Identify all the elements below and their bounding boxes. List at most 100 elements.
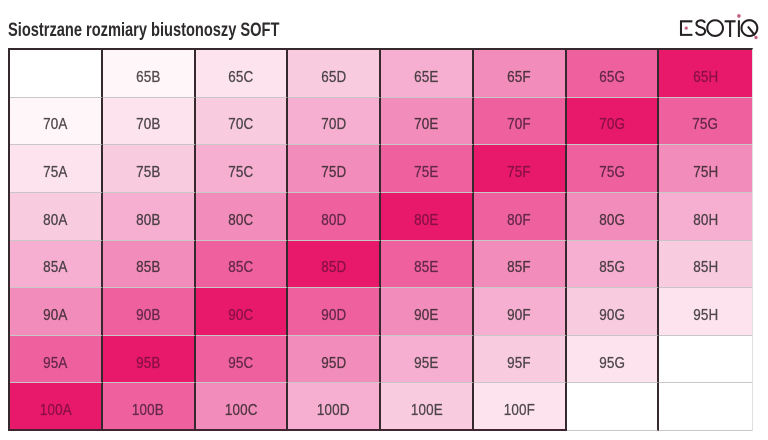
size-cell-label: 80E: [414, 211, 439, 229]
size-cell-100D: 100D: [288, 383, 381, 431]
size-cell-label: 75G: [692, 116, 719, 134]
size-cell-label: 70A: [43, 116, 68, 134]
size-cell-100E: 100E: [381, 383, 474, 431]
size-cell-75B: 75B: [102, 145, 196, 193]
size-cell-65C: 65C: [195, 50, 289, 98]
logo-letter-e: [679, 19, 693, 36]
size-cell-85H: 85H: [659, 240, 752, 289]
size-cell-95C: 95C: [195, 335, 289, 384]
size-cell-label: 65G: [598, 68, 625, 86]
size-cell-label: 65F: [507, 68, 531, 86]
size-cell-label: 90F: [507, 306, 531, 324]
size-cell-70D: 70D: [288, 97, 381, 146]
size-cell-85A: 85A: [10, 240, 103, 289]
size-cell-label: 100D: [317, 401, 351, 419]
size-cell-label: 90B: [135, 306, 161, 324]
size-cell-80H: 80H: [659, 192, 752, 241]
size-cell-95G: 95G: [566, 335, 660, 384]
size-cell-label: 95H: [693, 306, 719, 324]
size-cell-empty: [566, 383, 660, 431]
size-cell-label: 90D: [321, 306, 347, 324]
size-cell-empty: [659, 383, 752, 431]
page-title: Siostrzane rozmiary biustonoszy SOFT: [8, 18, 280, 41]
size-cell-label: 70G: [598, 116, 625, 134]
size-cell-80G: 80G: [566, 192, 660, 241]
size-cell-label: 100B: [132, 401, 165, 419]
size-cell-label: 95G: [598, 354, 625, 372]
size-cell-label: 95D: [321, 354, 347, 372]
logo-letter-t: [724, 19, 736, 37]
size-cell-100A: 100A: [10, 383, 103, 431]
logo-dot-q: [754, 35, 758, 39]
size-cell-label: 85C: [228, 259, 254, 277]
size-cell-75A: 75A: [10, 145, 103, 193]
size-cell-label: 75A: [43, 164, 68, 182]
size-cell-80F: 80F: [473, 192, 567, 241]
size-cell-65F: 65F: [473, 50, 567, 98]
size-cell-label: 100F: [503, 401, 535, 419]
size-cell-100B: 100B: [102, 383, 196, 431]
size-cell-80E: 80E: [381, 192, 474, 241]
size-cell-100F: 100F: [473, 383, 567, 431]
size-cell-95F: 95F: [473, 335, 567, 384]
size-cell-label: 75D: [321, 164, 347, 182]
size-cell-label: 85F: [507, 259, 531, 277]
size-cell-label: 80G: [598, 211, 625, 229]
size-cell-75C: 75C: [195, 145, 289, 193]
size-cell-label: 95C: [228, 354, 254, 372]
size-cell-label: 75C: [228, 164, 254, 182]
size-cell-100C: 100C: [195, 383, 289, 431]
size-cell-90D: 90D: [288, 288, 381, 336]
size-cell-65G: 65G: [566, 50, 660, 98]
size-cell-85F: 85F: [473, 240, 567, 289]
sister-size-table: 65B 65C 65D 65E 65F 65G 65H 70A 70B 70C 70D 70E 70F 7…: [8, 48, 753, 431]
size-cell-label: 65D: [321, 68, 347, 86]
size-cell-80B: 80B: [102, 192, 196, 241]
logo-letter-s: [695, 18, 707, 36]
size-cell-95D: 95D: [288, 335, 381, 384]
size-cell-label: 95A: [43, 354, 68, 372]
size-cell-85G: 85G: [566, 240, 660, 289]
size-cell-label: 95B: [135, 354, 161, 372]
size-cell-85C: 85C: [195, 240, 289, 289]
size-cell-label: 75F: [507, 164, 531, 182]
size-cell-95E: 95E: [381, 335, 474, 384]
size-cell-label: 75H: [693, 164, 719, 182]
size-cell-label: 80C: [228, 211, 254, 229]
size-cell-label: 70E: [414, 116, 439, 134]
size-cell-80C: 80C: [195, 192, 289, 241]
size-cell-label: 65H: [693, 68, 719, 86]
size-cell-label: 65B: [135, 68, 161, 86]
esotiq-logo: [679, 13, 759, 39]
size-cell-70C: 70C: [195, 97, 289, 146]
size-cell-label: 75B: [135, 164, 161, 182]
size-cell-70E: 70E: [381, 97, 474, 146]
size-cell-70B: 70B: [102, 97, 196, 146]
logo-letter-q: [740, 18, 759, 37]
size-cell-80D: 80D: [288, 192, 381, 241]
size-cell-label: 70D: [321, 116, 347, 134]
size-cell-90B: 90B: [102, 288, 196, 336]
logo-dot-i: [737, 13, 741, 18]
size-cell-label: 85H: [693, 259, 719, 277]
size-cell-65B: 65B: [102, 50, 196, 98]
size-cell-80A: 80A: [10, 192, 103, 241]
size-cell-65H: 65H: [659, 50, 752, 98]
size-cell-label: 85E: [414, 259, 439, 277]
size-cell-label: 85A: [43, 259, 68, 277]
size-cell-95B: 95B: [102, 335, 196, 384]
size-cell-70F: 70F: [473, 97, 567, 146]
size-cell-label: 100A: [39, 401, 72, 419]
size-cell-label: 90G: [598, 306, 625, 324]
size-cell-90C: 90C: [195, 288, 289, 336]
size-cell-95A: 95A: [10, 335, 103, 384]
size-cell-75E: 75E: [381, 145, 474, 193]
size-cell-90A: 90A: [10, 288, 103, 336]
size-cell-85D: 85D: [288, 240, 381, 289]
size-cell-label: 85G: [598, 259, 625, 277]
size-cell-95H: 95H: [659, 288, 752, 336]
size-cell-label: 70C: [228, 116, 254, 134]
size-cell-label: 65C: [228, 68, 254, 86]
size-cell-85B: 85B: [102, 240, 196, 289]
size-cell-label: 80H: [693, 211, 719, 229]
